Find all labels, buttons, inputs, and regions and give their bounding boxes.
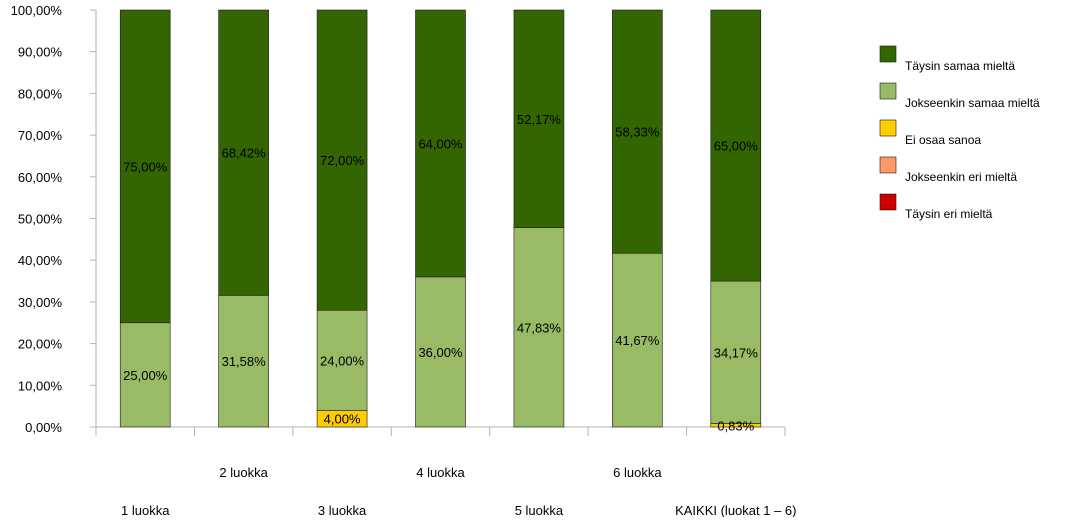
y-axis: 0,00% 10,00% 20,00% 30,00% 40,00% 50,00% 60,00… <box>11 3 97 435</box>
y-tick-label: 100,00% <box>11 3 63 18</box>
data-label: 24,00% <box>320 353 365 368</box>
bar-segment <box>218 295 269 428</box>
y-tick-label: 60,00% <box>18 170 63 185</box>
data-label: 65,00% <box>714 139 759 154</box>
legend-label: Ei osaa sanoa <box>905 133 981 147</box>
x-axis: 1 luokka 2 luokka 3 luokka 4 luokka 5 luokka… <box>95 426 796 518</box>
legend-label: Täysin samaa mieltä <box>905 59 1015 73</box>
data-label: 58,33% <box>615 125 660 140</box>
data-label: 47,83% <box>517 320 562 335</box>
data-label: 36,00% <box>418 345 463 360</box>
legend-swatch <box>879 193 897 211</box>
data-label: 68,42% <box>222 146 267 161</box>
data-label: 31,58% <box>222 354 267 369</box>
data-labels-group: 25,00% 75,00% 31,58% 68,42% 4,00% 24,00% 72,00… <box>123 112 758 433</box>
bar-segment <box>415 9 466 278</box>
data-label: 75,00% <box>123 159 168 174</box>
y-tick-label: 80,00% <box>18 86 63 101</box>
bar-segment <box>316 9 368 311</box>
bars-group <box>119 9 762 428</box>
x-tick-label: 1 luokka <box>121 503 170 517</box>
legend-swatch <box>879 156 897 174</box>
bar-segment <box>119 322 171 428</box>
data-label: 52,17% <box>517 112 562 127</box>
bar-segment <box>513 227 565 428</box>
data-label: 34,17% <box>714 345 759 360</box>
bar-segment <box>612 9 663 254</box>
legend-label: Jokseenkin eri mieltä <box>905 170 1017 184</box>
y-tick-label: 50,00% <box>18 212 63 227</box>
bar-segment <box>513 9 565 228</box>
bar-segment <box>710 9 762 282</box>
x-tick-label: 3 luokka <box>318 503 367 517</box>
bar-segment <box>612 252 663 428</box>
data-label: 72,00% <box>320 153 365 168</box>
bar-segment <box>710 280 762 424</box>
x-tick-label: 2 luokka <box>219 465 268 480</box>
data-label: 0,83% <box>717 418 754 433</box>
y-tick-label: 10,00% <box>18 378 63 393</box>
y-tick-label: 40,00% <box>18 253 63 268</box>
data-label: 41,67% <box>615 333 660 348</box>
x-tick-label: KAIKKI (luokat 1 – 6) <box>675 503 796 517</box>
bar-segment <box>218 9 269 296</box>
bar-segment <box>415 276 466 428</box>
bar-segment <box>316 309 368 411</box>
data-label: 64,00% <box>418 136 463 151</box>
x-tick-label: 4 luokka <box>416 465 465 480</box>
y-tick-label: 0,00% <box>25 420 62 435</box>
legend-label: Jokseenkin samaa mieltä <box>905 96 1040 110</box>
data-label: 25,00% <box>123 368 168 383</box>
x-tick-label: 5 luokka <box>515 503 564 517</box>
legend-swatch <box>879 45 897 63</box>
bar-segment <box>119 9 171 324</box>
x-tick-label: 6 luokka <box>613 465 662 480</box>
legend: Täysin samaa mieltä Jokseenkin samaa miel… <box>879 45 1040 221</box>
legend-label: Täysin eri mieltä <box>905 207 993 221</box>
y-tick-label: 20,00% <box>18 337 63 352</box>
y-tick-label: 90,00% <box>18 45 63 60</box>
legend-swatch <box>879 82 897 100</box>
legend-swatch <box>879 119 897 137</box>
y-tick-label: 70,00% <box>18 128 63 143</box>
data-label: 4,00% <box>324 412 361 427</box>
y-tick-label: 30,00% <box>18 295 63 310</box>
